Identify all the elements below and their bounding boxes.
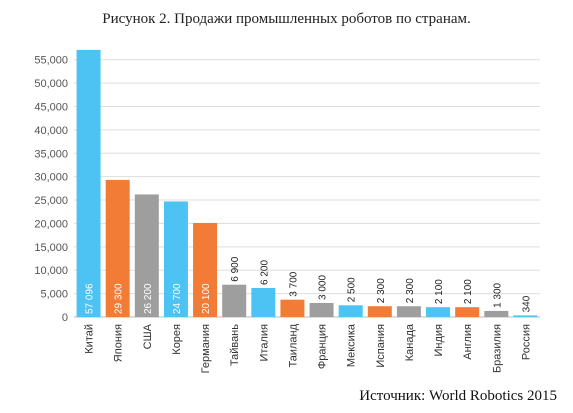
bar: [134, 194, 159, 317]
data-labels: 57 096 29 300 26 200 24 700 20 100 6 900 6 200…: [85, 256, 533, 314]
data-label: 57 096: [85, 283, 96, 314]
bar: [484, 310, 509, 317]
chart-title: Рисунок 2. Продажи промышленных роботов …: [102, 11, 471, 27]
y-tick-label: 35,000: [34, 148, 68, 160]
category-label: Франция: [317, 324, 329, 369]
category-label: Китай: [84, 324, 96, 354]
data-label: 3 000: [318, 275, 329, 300]
bar: [193, 222, 218, 317]
data-label: 3 700: [288, 271, 299, 296]
category-label: Англия: [462, 324, 474, 360]
y-tick-label: 55,000: [34, 55, 68, 67]
data-label: 2 500: [347, 277, 358, 302]
y-tick-label: 25,000: [34, 195, 68, 207]
bar: [280, 299, 305, 317]
y-tick-label: 40,000: [34, 125, 68, 137]
bars: [76, 49, 538, 318]
data-label: 2 100: [463, 279, 474, 304]
source-note: Источник: World Robotics 2015: [359, 388, 557, 404]
bar: [222, 284, 247, 317]
data-label: 20 100: [201, 283, 212, 314]
y-tick-label: 30,000: [34, 172, 68, 184]
bar: [338, 305, 363, 317]
bar: [309, 302, 334, 317]
data-label: 2 100: [434, 279, 445, 304]
data-label: 24 700: [172, 283, 183, 314]
bar: [251, 287, 276, 317]
data-label: 340: [521, 295, 532, 312]
category-label: США: [142, 323, 154, 349]
gridlines: [74, 59, 540, 318]
data-label: 1 300: [492, 282, 503, 307]
bar: [396, 306, 421, 317]
data-label: 6 900: [230, 256, 241, 281]
data-label: 26 200: [143, 283, 154, 314]
category-label: Тайвань: [229, 324, 241, 366]
category-label: Индия: [433, 324, 445, 357]
y-tick-label: 45,000: [34, 101, 68, 113]
y-tick-label: 5,000: [40, 289, 68, 301]
category-label: Япония: [113, 324, 125, 362]
category-label: Бразилия: [491, 324, 503, 373]
bar: [76, 49, 101, 318]
data-label: 6 200: [259, 260, 270, 285]
bar: [455, 307, 480, 317]
category-label: Россия: [520, 324, 532, 360]
data-label: 2 300: [405, 278, 416, 303]
category-label: Таиланд: [287, 323, 299, 367]
category-label: Мексика: [346, 323, 358, 367]
bar: [367, 306, 392, 317]
y-tick-label: 20,000: [34, 218, 68, 230]
category-label: Канада: [404, 323, 416, 361]
category-label: Корея: [171, 324, 183, 355]
category-label: Германия: [200, 324, 212, 373]
bar: [426, 307, 451, 317]
data-label: 29 300: [114, 283, 125, 314]
y-tick-label: 15,000: [34, 242, 68, 254]
category-labels: Китай Япония США Корея Германия Тайвань Италия…: [84, 323, 533, 373]
y-tick-label: 10,000: [34, 265, 68, 277]
y-axis-ticks: 0 5,000 10,000 15,000 20,000 25,000 30,000 35,0…: [34, 55, 68, 324]
category-label: Италия: [258, 324, 270, 362]
data-label: 2 300: [376, 278, 387, 303]
category-label: Испания: [375, 324, 387, 368]
bar: [105, 179, 130, 317]
bar: [163, 201, 188, 317]
y-tick-label: 50,000: [34, 78, 68, 90]
bar: [513, 315, 538, 317]
y-tick-label: 0: [62, 312, 68, 324]
